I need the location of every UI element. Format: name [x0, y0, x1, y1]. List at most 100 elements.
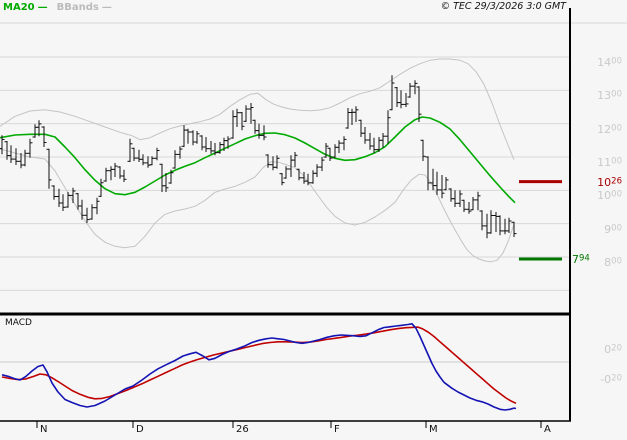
ohlc-bar [121, 169, 127, 182]
month-label-F: F [334, 424, 340, 435]
ohlc-bar [199, 135, 205, 151]
ohlc-bar [112, 163, 118, 177]
ohlc-bar [136, 149, 142, 162]
ohlc-bar [56, 188, 62, 207]
ohlc-bar [203, 137, 209, 152]
ohlc-bar [466, 202, 472, 214]
ohlc-bar [336, 140, 342, 153]
ohlc-bar [434, 171, 440, 195]
ohlc-bar [230, 110, 236, 139]
ohlc-bar [439, 175, 445, 199]
ohlc-bar [323, 143, 329, 158]
ohlc-bar [46, 148, 52, 189]
ohlc-bar [502, 218, 508, 235]
ohlc-bar [248, 103, 254, 124]
ohlc-bar [327, 147, 333, 161]
month-label-A: A [544, 424, 551, 435]
ohlc-bar [353, 106, 359, 122]
ohlc-bar [484, 213, 490, 239]
ohlc-bar [443, 177, 449, 191]
ohlc-bar [27, 138, 33, 158]
ohlc-bar [506, 217, 512, 233]
ohlc-bar [341, 136, 347, 151]
ohlc-bar [367, 133, 373, 150]
ohlc-bar [497, 215, 503, 236]
ohlc-bar [407, 83, 413, 98]
ohlc-bar [70, 187, 76, 203]
ohlc-bar [117, 166, 123, 179]
panel-separator [0, 312, 570, 316]
price-tick-label: 800 [604, 255, 622, 269]
ohlc-bar [168, 169, 174, 184]
ohlc-bar [149, 156, 155, 166]
ohlc-bar [420, 139, 426, 161]
price-tick-label: 1000 [597, 189, 622, 203]
ohlc-bar [430, 168, 436, 191]
ohlc-bar [493, 212, 499, 232]
price-tick-label: 900 [604, 222, 622, 236]
ohlc-bar [470, 197, 476, 211]
ohlc-bar [314, 164, 320, 177]
ohlc-bar [319, 157, 325, 171]
month-label-26: 26 [236, 424, 249, 435]
ohlc-bar [60, 194, 66, 211]
ohlc-bar [163, 173, 169, 192]
ohlc-bar [13, 148, 19, 165]
ohlc-bar [398, 90, 404, 109]
ohlc-bar [243, 105, 249, 122]
macd-tick-label: -020 [600, 372, 622, 386]
macd-line [1, 322, 517, 411]
ohlc-bar [181, 125, 187, 147]
price-tick-label: 1100 [597, 155, 622, 169]
ohlc-bar [239, 112, 245, 131]
ohlc-bar [345, 108, 351, 129]
ohlc-bar [457, 190, 463, 207]
ohlc-bar [296, 168, 302, 181]
ohlc-bar [154, 147, 160, 161]
ohlc-bar [310, 170, 316, 184]
ohlc-bar [131, 147, 137, 161]
ohlc-bar [412, 80, 418, 95]
ohlc-bar [32, 124, 38, 138]
copyright-timestamp: © TEC 29/3/2026 3:0 GMT [440, 1, 566, 12]
ohlc-bar [79, 199, 85, 220]
ohlc-bar [252, 119, 258, 134]
ohlc-bar [225, 136, 231, 149]
ohlc-bar [475, 191, 481, 211]
ohlc-bar [270, 156, 276, 171]
ohlc-bar [292, 152, 298, 167]
ohlc-bar [98, 178, 104, 197]
ohlc-bar [127, 138, 133, 162]
ohlc-bar [190, 130, 196, 146]
ohlc-bar [177, 146, 183, 159]
ohlc-bar [103, 167, 109, 182]
ohlc-bar [349, 108, 355, 125]
ohlc-bar [425, 156, 431, 191]
ohlc-bar [479, 210, 485, 231]
ohlc-bar [452, 190, 458, 207]
month-label-N: N [40, 424, 48, 435]
ma20-line [0, 116, 516, 204]
macd-tick-label: 020 [604, 342, 622, 356]
ohlc-bar [389, 75, 395, 111]
price-tick-label: 1300 [597, 89, 622, 103]
ohlc-bar [145, 156, 151, 168]
macd-signal-line [1, 326, 517, 405]
ohlc-bar [265, 154, 271, 168]
ohlc-bar [51, 185, 57, 200]
month-label-M: M [429, 424, 438, 435]
ohlc-bar [380, 133, 386, 148]
ohlc-bar [332, 144, 338, 158]
bollinger-upper-band [0, 58, 515, 160]
ohlc-bar [274, 155, 280, 169]
bollinger-lower-band [0, 148, 515, 263]
ohlc-bar [208, 141, 214, 154]
ohlc-bar [84, 207, 90, 223]
ma20-legend-label[interactable]: MA20 [3, 2, 35, 13]
ohlc-bar [256, 123, 262, 139]
bbands-legend-swatch: — [101, 2, 112, 13]
ohlc-bar [461, 199, 467, 212]
bbands-legend-label[interactable]: BBands [56, 2, 99, 13]
